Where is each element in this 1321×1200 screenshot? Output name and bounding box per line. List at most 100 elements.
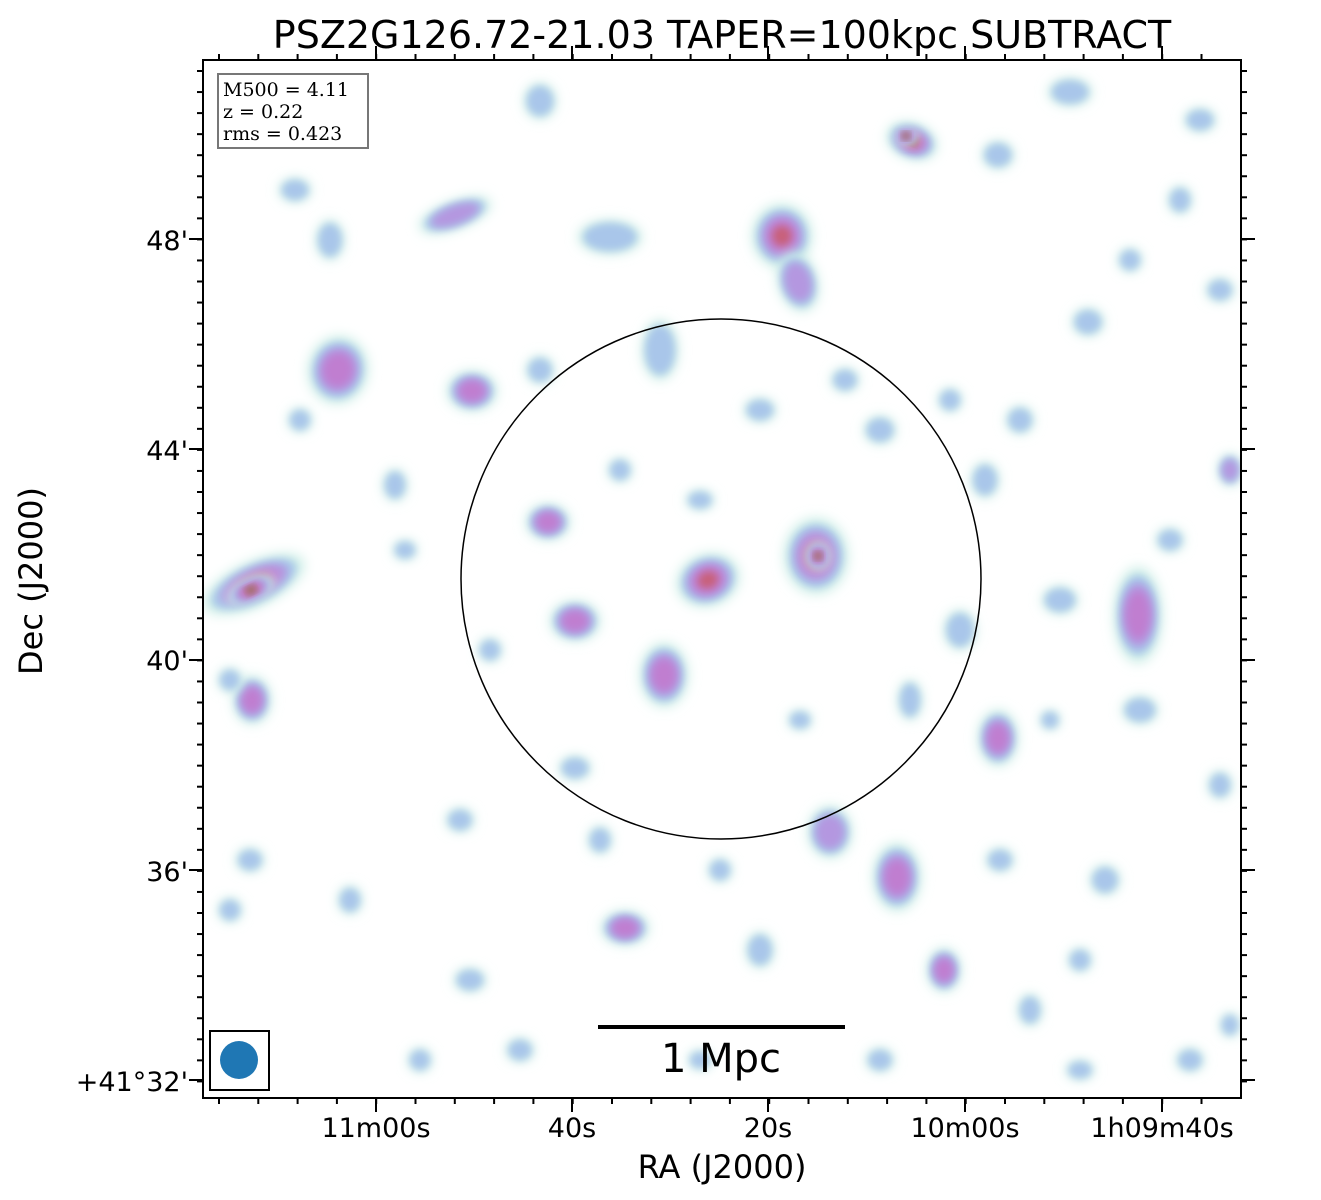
emission-blob	[806, 542, 830, 570]
emission-blob	[642, 320, 678, 380]
emission-contour	[1051, 80, 1089, 104]
emission-contour	[247, 586, 255, 594]
x-tick-label: 11m00s	[321, 1113, 430, 1144]
x-tick-label: 40s	[548, 1113, 596, 1144]
emission-blob	[1168, 186, 1192, 214]
emission-contour	[988, 850, 1012, 870]
emission-contour	[1068, 1061, 1092, 1079]
emission-contour	[1222, 459, 1238, 481]
emission-blob	[447, 371, 497, 411]
emission-contour	[946, 613, 974, 647]
emission-contour	[220, 670, 240, 690]
emission-blob	[688, 1050, 712, 1070]
emission-blob	[506, 1038, 534, 1062]
emission-blob	[777, 252, 819, 312]
scale-bar-label: 1 Mpc	[661, 1036, 781, 1082]
emission-blob	[986, 848, 1014, 872]
emission-blob	[550, 601, 600, 641]
emission-blob	[236, 848, 264, 872]
emission-blob	[944, 610, 976, 650]
emission-contour	[1186, 110, 1214, 130]
x-tick-label: 20s	[744, 1113, 792, 1144]
y-tick-label: 44'	[146, 436, 188, 467]
emission-blob	[218, 668, 242, 692]
emission-contour	[790, 711, 810, 729]
emission-blob	[752, 204, 812, 268]
emission-contour	[940, 390, 960, 410]
emission-blob	[478, 638, 502, 662]
emission-blob	[1040, 710, 1060, 730]
emission-blob	[279, 178, 311, 202]
emission-blob	[1206, 278, 1234, 302]
chart-title: PSZ2G126.72-21.03 TAPER=100kpc SUBTRACT	[273, 13, 1172, 57]
emission-blob	[1122, 696, 1158, 724]
emission-contour	[238, 850, 262, 870]
emission-blob	[1006, 406, 1034, 434]
emission-contour	[935, 959, 953, 981]
emission-contour	[690, 1051, 710, 1069]
emission-contour	[431, 202, 479, 228]
redshift-text: z = 0.22	[223, 101, 303, 123]
emission-blob	[1218, 454, 1241, 486]
axes-frame	[202, 59, 1242, 1099]
emission-blob	[978, 710, 1018, 766]
x-axis-label: RA (J2000)	[638, 1148, 807, 1186]
emission-blob	[708, 858, 732, 882]
emission-contour	[1170, 188, 1190, 212]
emission-contour	[973, 465, 997, 495]
x-tick-labels: 11m00s 40s 20s 10m00s 1h09m40s	[321, 1113, 1233, 1144]
emission-blob	[601, 911, 649, 945]
emission-blob	[1208, 771, 1232, 799]
emission-contour	[815, 814, 845, 850]
emission-contour	[688, 491, 712, 509]
emission-contour	[1120, 250, 1140, 270]
emission-contour	[508, 1040, 532, 1060]
emission-contour	[748, 935, 772, 965]
emission-contour	[1020, 996, 1040, 1024]
emission-contour	[456, 970, 484, 990]
y-tick-label: 36'	[146, 857, 188, 888]
y-tick-label: +41°32'	[76, 1067, 188, 1098]
emission-blob	[393, 540, 417, 560]
emission-contour	[1221, 1015, 1239, 1035]
emission-contour	[710, 860, 730, 880]
emission-contour	[1092, 867, 1118, 893]
emission-blob	[1042, 586, 1078, 614]
emission-contour	[561, 758, 589, 778]
emission-blob	[1090, 865, 1120, 895]
emission-contour	[1070, 950, 1090, 970]
emission-blob	[559, 756, 591, 780]
emission-blob	[408, 1048, 432, 1072]
emission-contour	[318, 223, 342, 257]
emission-contour	[340, 888, 360, 912]
r500-circle	[460, 318, 982, 840]
emission-contour	[448, 810, 472, 830]
emission-contour	[528, 358, 552, 382]
emission-contour	[583, 222, 637, 252]
emission-contour	[833, 370, 857, 390]
emission-blob	[831, 368, 859, 392]
emission-blob	[226, 574, 276, 606]
emission-blob	[1156, 528, 1184, 552]
emission-blob	[578, 220, 642, 254]
emission-blob	[808, 806, 852, 858]
emission-contour	[697, 571, 719, 589]
emission-blob	[446, 808, 474, 832]
emission-blob	[233, 676, 271, 724]
emission-contour	[323, 353, 353, 387]
emission-blob	[873, 843, 921, 911]
emission-contour	[1178, 1050, 1202, 1070]
emission-blob	[746, 932, 774, 968]
scale-bar: 1 Mpc	[598, 1025, 845, 1082]
emission-contour	[652, 659, 676, 691]
emission-contour	[1125, 698, 1155, 722]
y-tick-label: 40'	[146, 646, 188, 677]
emission-blob	[418, 196, 492, 234]
emission-blob	[927, 948, 961, 992]
emission-blob	[288, 408, 312, 432]
emission-blob	[1066, 1060, 1094, 1080]
emission-contour	[645, 325, 675, 375]
emission-blob	[588, 826, 612, 854]
emission-blob	[383, 469, 407, 501]
emission-contour	[900, 683, 920, 717]
